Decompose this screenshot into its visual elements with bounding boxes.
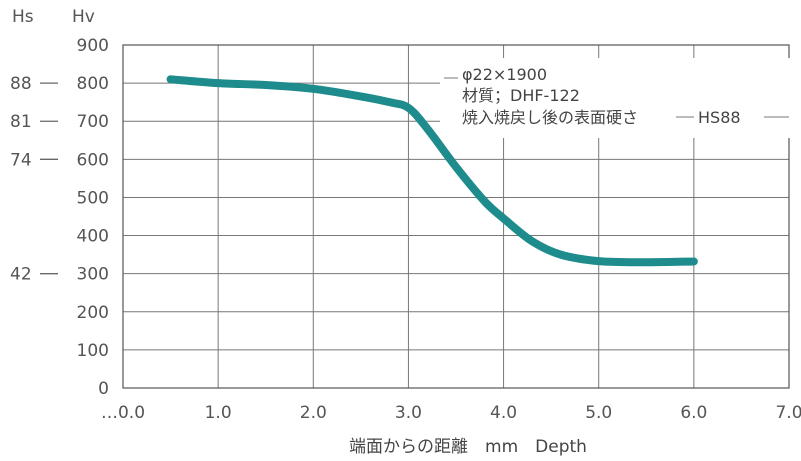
x-tick-label: 1.0	[205, 403, 232, 423]
plot-frame	[122, 44, 790, 389]
hv-tick-label: 100	[77, 341, 109, 361]
annotation-surface-hardness: 焼入焼戻し後の表面硬さ	[462, 108, 638, 127]
hv-tick-label: 500	[77, 188, 109, 208]
hs-tick-label: 74	[10, 150, 32, 170]
hv-axis-label: Hv	[72, 7, 95, 27]
hv-tick-label: 0	[98, 379, 109, 399]
x-tick-labels: …0.0 1.0 2.0 3.0 4.0 5.0 6.0 7.0	[101, 403, 801, 423]
hs-tick-label: 81	[10, 112, 32, 132]
hv-tick-label: 200	[77, 303, 109, 323]
x-tick-label: …0.0	[101, 403, 145, 423]
hardness-curve	[166, 75, 698, 267]
x-tick-label: 3.0	[395, 403, 422, 423]
x-tick-label: 5.0	[585, 403, 612, 423]
hs-axis-label: Hs	[12, 7, 34, 27]
x-tick-label: 4.0	[490, 403, 517, 423]
hs-tick-label: 42	[10, 265, 32, 285]
x-axis-label: 端面からの距離 mm Depth	[349, 437, 587, 457]
hv-tick-label: 800	[77, 74, 109, 94]
hv-tick-label: 900	[77, 36, 109, 56]
hv-tick-label: 700	[77, 112, 109, 132]
hs-scale: 88 81 74 42	[10, 74, 58, 285]
hv-tick-label: 600	[77, 150, 109, 170]
x-tick-label: 6.0	[680, 403, 707, 423]
annotation-hs-value: HS88	[698, 108, 741, 127]
annotation-material: 材質；DHF-122	[462, 86, 580, 105]
hs-tick-label: 88	[10, 74, 32, 94]
hv-tick-label: 400	[77, 227, 109, 247]
x-tick-label: 7.0	[775, 403, 801, 423]
hv-tick-labels: 900 800 700 600 500 400 300 200 100 0	[77, 36, 109, 399]
x-tick-label: 2.0	[300, 403, 327, 423]
annotation-box: φ22×1900 材質；DHF-122 焼入焼戻し後の表面硬さ HS88	[440, 58, 790, 138]
hv-tick-label: 300	[77, 265, 109, 285]
annotation-dimension: φ22×1900	[462, 65, 547, 84]
